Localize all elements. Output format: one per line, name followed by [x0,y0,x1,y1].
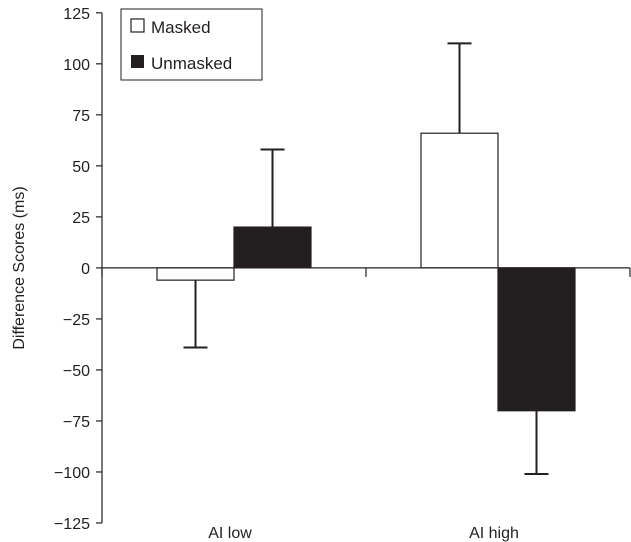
y-tick-label: 25 [72,210,90,227]
y-tick-label: −75 [63,414,90,431]
y-tick-label: −25 [63,312,90,329]
legend-swatch-masked [130,18,145,33]
bar-unmasked-1 [497,267,576,412]
y-tick-label: −100 [54,465,90,482]
legend-label-unmasked: Unmasked [151,54,232,73]
y-tick-label: −125 [54,516,90,533]
x-tick-label: AI low [208,525,252,542]
y-axis: 125 100 75 50 25 0 −25 −50 −75 −100 −125 [54,6,103,533]
y-tick-label: 125 [63,6,90,23]
y-tick-label: 0 [81,261,90,278]
x-axis: AI low AI high [101,267,631,542]
y-tick-label: −50 [63,363,90,380]
bars [156,42,576,476]
y-tick-label: 75 [72,108,90,125]
bar-masked-1 [420,132,499,269]
legend-label-masked: Masked [151,18,211,37]
bar-unmasked-0 [233,226,312,269]
y-tick-label: 100 [63,57,90,74]
bar-masked-0 [156,267,235,281]
x-tick-label: AI high [469,525,519,542]
y-axis-label: Difference Scores (ms) [11,186,28,349]
legend-swatch-unmasked [131,55,144,68]
y-tick-label: 50 [72,159,90,176]
legend: Masked Unmasked [120,8,263,81]
